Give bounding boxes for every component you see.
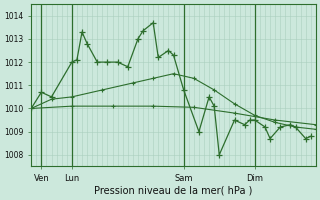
- X-axis label: Pression niveau de la mer( hPa ): Pression niveau de la mer( hPa ): [94, 186, 253, 196]
